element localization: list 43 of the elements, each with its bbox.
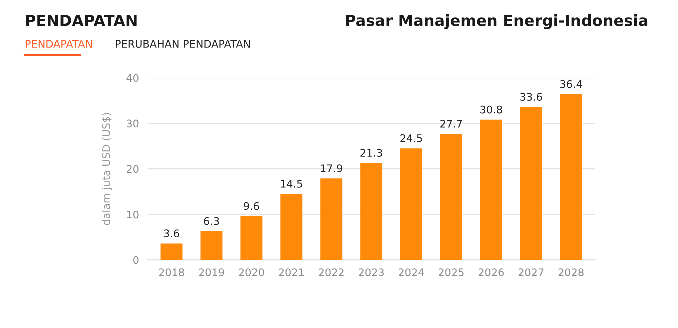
data-label: 30.8 bbox=[480, 106, 502, 114]
data-label: 24.5 bbox=[400, 134, 422, 142]
data-label: 27.7 bbox=[440, 120, 462, 128]
bar bbox=[560, 94, 582, 260]
data-label: 17.9 bbox=[321, 164, 342, 172]
y-tick-label: 20 bbox=[126, 165, 139, 174]
x-tick-label: 2028 bbox=[558, 268, 584, 276]
y-tick-label: 30 bbox=[127, 120, 139, 128]
bar bbox=[320, 178, 343, 260]
x-tick-label: 2018 bbox=[159, 268, 184, 276]
bar bbox=[400, 148, 422, 260]
x-tick-label: 2019 bbox=[199, 268, 224, 276]
text: PERUBAHAN PENDAPATAN bbox=[116, 40, 250, 48]
bar bbox=[280, 194, 303, 260]
data-label: 9.6 bbox=[244, 202, 260, 210]
y-tick-label: 10 bbox=[127, 210, 139, 219]
data-label: 21.3 bbox=[360, 149, 382, 157]
x-tick-label: 2027 bbox=[518, 268, 544, 276]
text: PENDAPATAN bbox=[26, 40, 92, 48]
x-tick-label: 2022 bbox=[319, 268, 344, 276]
data-label: 36.4 bbox=[560, 80, 582, 88]
bar bbox=[360, 163, 383, 260]
bar bbox=[520, 107, 542, 260]
chart-title: PENDAPATAN bbox=[26, 15, 137, 26]
bar bbox=[240, 216, 263, 260]
x-tick-label: 2025 bbox=[438, 268, 464, 276]
x-tick-label: 2026 bbox=[478, 268, 504, 276]
x-tick-label: 2024 bbox=[399, 268, 424, 276]
bar bbox=[480, 120, 502, 260]
y-axis-title: dalam juta USD (US$) bbox=[102, 113, 112, 226]
data-label: 6.3 bbox=[204, 217, 220, 226]
y-tick-label: 0 bbox=[134, 256, 139, 264]
bar bbox=[440, 134, 462, 260]
chart-subtitle: Pasar Manajemen Energi-Indonesia bbox=[346, 14, 648, 30]
data-label: 3.6 bbox=[164, 230, 180, 238]
x-tick-label: 2021 bbox=[279, 268, 304, 276]
x-tick-label: 2023 bbox=[359, 268, 384, 276]
y-tick-label: 40 bbox=[126, 74, 139, 82]
bar bbox=[200, 231, 223, 260]
data-label: 14.5 bbox=[281, 180, 302, 188]
bar bbox=[160, 244, 183, 260]
data-label: 33.6 bbox=[520, 93, 542, 102]
x-tick-label: 2020 bbox=[239, 268, 264, 276]
